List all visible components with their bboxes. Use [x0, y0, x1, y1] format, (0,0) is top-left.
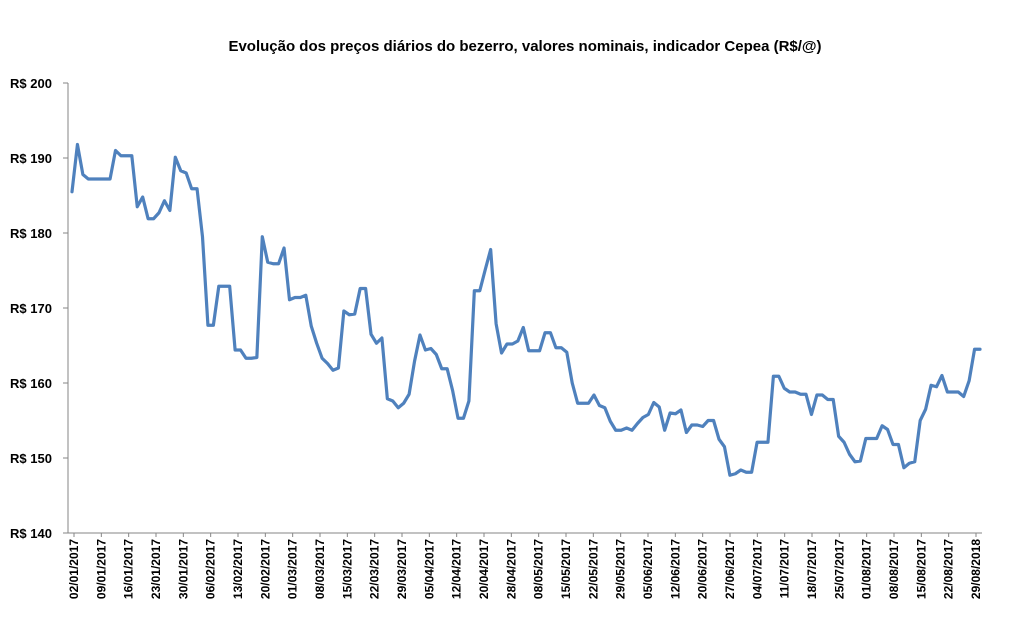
x-tick-label: 06/02/2017: [204, 539, 218, 599]
x-tick-label: 22/03/2017: [368, 539, 382, 599]
x-tick-label: 01/08/2017: [860, 539, 874, 599]
x-tick-label: 29/08/2018: [969, 539, 983, 599]
y-tick-label: R$ 180: [10, 226, 52, 241]
x-tick-label: 29/05/2017: [614, 539, 628, 599]
x-tick-label: 20/06/2017: [696, 539, 710, 599]
x-tick-label: 18/07/2017: [805, 539, 819, 599]
x-tick-label: 15/05/2017: [559, 539, 573, 599]
y-tick-label: R$ 190: [10, 151, 52, 166]
x-tick-label: 29/03/2017: [395, 539, 409, 599]
x-tick-label: 28/04/2017: [504, 539, 518, 599]
x-tick-label: 22/08/2017: [942, 539, 956, 599]
x-tick-label: 13/02/2017: [231, 539, 245, 599]
x-tick-label: 09/01/2017: [94, 539, 108, 599]
x-tick-label: 20/04/2017: [477, 539, 491, 599]
series-line: [70, 142, 982, 477]
series-layer: [70, 142, 982, 477]
x-tick-label: 15/08/2017: [914, 539, 928, 599]
y-tick-label: R$ 160: [10, 376, 52, 391]
x-tick-label: 12/06/2017: [668, 539, 682, 599]
y-axis: R$ 140 R$ 150 R$ 160 R$ 170 R$ 180 R$ 190 R$ 2…: [10, 76, 69, 541]
x-tick-label: 12/04/2017: [450, 539, 464, 599]
x-axis: 02/01/2017 09/01/2017 16/01/2017 23/01/2017…: [67, 532, 983, 599]
x-tick-label: 04/07/2017: [750, 539, 764, 599]
y-tick-label: R$ 140: [10, 526, 52, 541]
x-tick-label: 25/07/2017: [832, 539, 846, 599]
x-tick-label: 20/02/2017: [258, 539, 272, 599]
chart-title: Evolução dos preços diários do bezerro, …: [228, 38, 822, 55]
x-tick-label: 22/05/2017: [586, 539, 600, 599]
y-tick-label: R$ 200: [10, 76, 52, 91]
x-tick-label: 30/01/2017: [176, 539, 190, 599]
x-tick-label: 08/05/2017: [532, 539, 546, 599]
x-tick-label: 11/07/2017: [778, 539, 792, 599]
x-tick-label: 05/06/2017: [641, 539, 655, 599]
x-tick-label: 02/01/2017: [67, 539, 81, 599]
x-tick-label: 16/01/2017: [122, 539, 136, 599]
y-tick-label: R$ 170: [10, 301, 52, 316]
x-tick-label: 08/03/2017: [313, 539, 327, 599]
x-tick-label: 15/03/2017: [340, 539, 354, 599]
x-tick-label: 01/03/2017: [286, 539, 300, 599]
x-tick-label: 05/04/2017: [422, 539, 436, 599]
x-tick-label: 23/01/2017: [149, 539, 163, 599]
x-tick-label: 27/06/2017: [723, 539, 737, 599]
x-tick-label: 08/08/2017: [887, 539, 901, 599]
y-tick-label: R$ 150: [10, 451, 52, 466]
